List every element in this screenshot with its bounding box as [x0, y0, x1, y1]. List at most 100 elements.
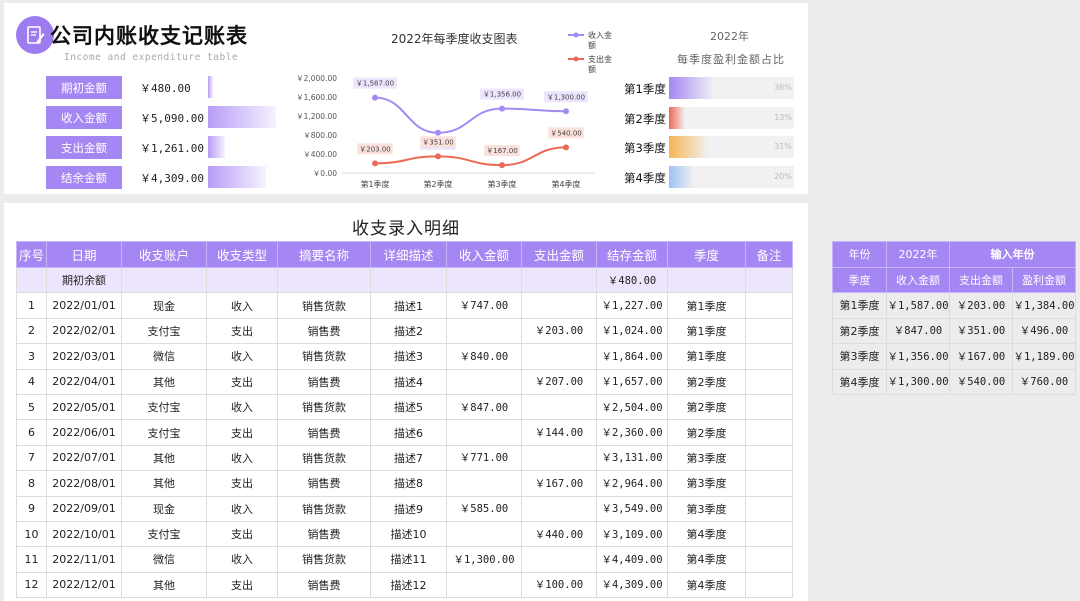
table-cell[interactable]: 支出 [206, 470, 278, 497]
table-cell[interactable]: 2022/05/01 [46, 393, 122, 421]
table-cell[interactable]: 支出 [206, 520, 278, 548]
table-cell[interactable]: 收入 [206, 444, 278, 472]
table-cell[interactable]: 现金 [121, 495, 207, 522]
table-cell[interactable] [446, 571, 522, 599]
table-cell[interactable] [745, 266, 793, 294]
column-header[interactable]: 季度 [667, 241, 746, 268]
table-cell[interactable] [121, 266, 207, 294]
column-header[interactable]: 备注 [745, 241, 793, 268]
table-cell[interactable]: ￥167.00 [521, 470, 597, 497]
table-cell[interactable] [446, 470, 522, 497]
table-cell[interactable]: 第2季度 [667, 393, 746, 421]
table-cell[interactable]: ￥3,109.00 [596, 520, 668, 548]
table-cell[interactable]: 第3季度 [667, 495, 746, 522]
table-cell[interactable]: 微信 [121, 343, 207, 370]
table-cell[interactable]: 其他 [121, 470, 207, 497]
table-cell[interactable]: 微信 [121, 546, 207, 573]
year-input[interactable]: 2022年 [886, 241, 950, 268]
table-cell[interactable] [446, 520, 522, 548]
table-cell[interactable]: 销售费 [277, 317, 371, 345]
table-cell[interactable]: 7 [16, 444, 47, 472]
table-cell[interactable]: 4 [16, 368, 47, 395]
table-cell[interactable]: 10 [16, 520, 47, 548]
table-cell[interactable]: ￥585.00 [446, 495, 522, 522]
table-cell[interactable] [446, 317, 522, 345]
table-cell[interactable]: 5 [16, 393, 47, 421]
table-cell[interactable]: 描述8 [370, 470, 447, 497]
table-cell[interactable]: 支付宝 [121, 317, 207, 345]
side-table-cell[interactable]: 第3季度 [832, 343, 887, 370]
table-cell[interactable]: 2022/01/01 [46, 292, 122, 319]
table-cell[interactable]: ￥847.00 [446, 393, 522, 421]
table-cell[interactable]: 2022/04/01 [46, 368, 122, 395]
table-cell[interactable] [446, 266, 522, 294]
table-cell[interactable]: 描述1 [370, 292, 447, 319]
table-cell[interactable] [745, 546, 793, 573]
table-cell[interactable]: 第4季度 [667, 546, 746, 573]
column-header[interactable]: 收支账户 [121, 241, 207, 268]
table-cell[interactable]: 第2季度 [667, 368, 746, 395]
table-cell[interactable]: ￥771.00 [446, 444, 522, 472]
table-cell[interactable] [745, 495, 793, 522]
side-table-cell[interactable]: ￥1,300.00 [886, 368, 950, 395]
side-table-cell[interactable]: ￥167.00 [949, 343, 1013, 370]
table-cell[interactable]: 第4季度 [667, 571, 746, 599]
table-cell[interactable]: 第1季度 [667, 317, 746, 345]
side-table-cell[interactable]: ￥203.00 [949, 292, 1013, 319]
table-cell[interactable]: 支付宝 [121, 419, 207, 446]
table-cell[interactable] [521, 343, 597, 370]
table-cell[interactable]: 2022/11/01 [46, 546, 122, 573]
column-header[interactable]: 支出金额 [521, 241, 597, 268]
table-cell[interactable]: 2022/12/01 [46, 571, 122, 599]
table-cell[interactable]: 第1季度 [667, 343, 746, 370]
table-cell[interactable] [277, 266, 371, 294]
table-cell[interactable]: 9 [16, 495, 47, 522]
table-cell[interactable]: ￥1,024.00 [596, 317, 668, 345]
column-header[interactable]: 收入金额 [446, 241, 522, 268]
side-table-cell[interactable]: 第2季度 [832, 317, 887, 344]
table-cell[interactable]: 1 [16, 292, 47, 319]
table-cell[interactable]: ￥2,504.00 [596, 393, 668, 421]
table-cell[interactable]: 收入 [206, 495, 278, 522]
table-cell[interactable]: 其他 [121, 444, 207, 472]
table-cell[interactable]: ￥1,227.00 [596, 292, 668, 319]
table-cell[interactable]: 2 [16, 317, 47, 345]
side-table-cell[interactable]: ￥1,587.00 [886, 292, 950, 319]
table-cell[interactable]: 第1季度 [667, 292, 746, 319]
table-cell[interactable]: ￥480.00 [596, 266, 668, 294]
table-cell[interactable]: 支付宝 [121, 393, 207, 421]
table-cell[interactable]: ￥203.00 [521, 317, 597, 345]
table-cell[interactable] [521, 266, 597, 294]
table-cell[interactable]: 支付宝 [121, 520, 207, 548]
table-cell[interactable] [521, 546, 597, 573]
table-cell[interactable]: 收入 [206, 343, 278, 370]
side-table-cell[interactable]: 第1季度 [832, 292, 887, 319]
table-cell[interactable] [745, 444, 793, 472]
table-cell[interactable]: 期初余额 [46, 266, 122, 294]
side-table-cell[interactable]: ￥1,384.00 [1012, 292, 1076, 319]
table-cell[interactable] [745, 419, 793, 446]
table-cell[interactable]: 销售费 [277, 419, 371, 446]
table-cell[interactable]: 销售货款 [277, 495, 371, 522]
table-cell[interactable]: 2022/02/01 [46, 317, 122, 345]
table-cell[interactable]: 销售货款 [277, 546, 371, 573]
table-cell[interactable] [745, 520, 793, 548]
table-cell[interactable] [521, 444, 597, 472]
table-cell[interactable]: 描述7 [370, 444, 447, 472]
table-cell[interactable]: 支出 [206, 571, 278, 599]
side-table-cell[interactable]: ￥847.00 [886, 317, 950, 344]
column-header[interactable]: 序号 [16, 241, 47, 268]
table-cell[interactable]: ￥1,300.00 [446, 546, 522, 573]
table-cell[interactable]: ￥1,657.00 [596, 368, 668, 395]
table-cell[interactable]: 2022/03/01 [46, 343, 122, 370]
table-cell[interactable]: 收入 [206, 292, 278, 319]
table-cell[interactable] [745, 317, 793, 345]
table-cell[interactable]: 描述12 [370, 571, 447, 599]
side-table-cell[interactable]: ￥496.00 [1012, 317, 1076, 344]
table-cell[interactable]: 2022/10/01 [46, 520, 122, 548]
column-header[interactable]: 结存金额 [596, 241, 668, 268]
table-cell[interactable]: 支出 [206, 317, 278, 345]
column-header[interactable]: 摘要名称 [277, 241, 371, 268]
table-cell[interactable]: 收入 [206, 546, 278, 573]
table-cell[interactable]: 销售货款 [277, 343, 371, 370]
